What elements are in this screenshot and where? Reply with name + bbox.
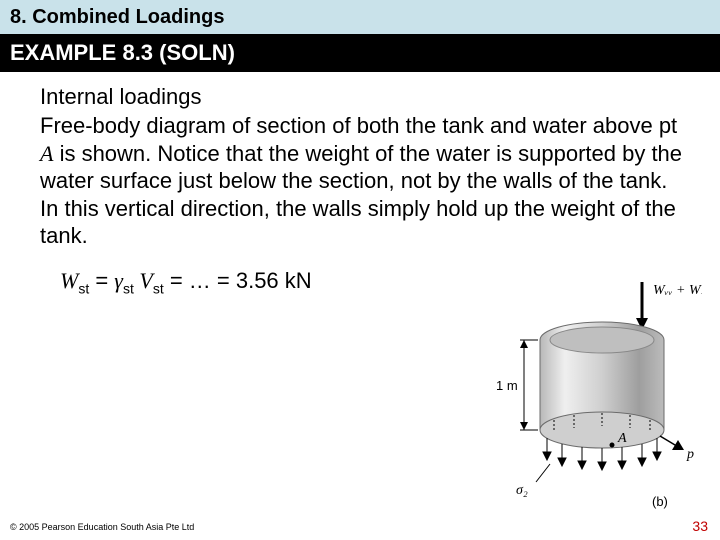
copyright: © 2005 Pearson Education South Asia Pte … <box>10 522 194 532</box>
free-body-diagram: Wᵥᵥ + Wₛₜ 1 m p A σ₂ (b) <box>492 280 702 510</box>
point-A: A <box>40 141 53 166</box>
eq-V: V <box>134 268 153 293</box>
fig-label: (b) <box>652 494 668 509</box>
eq-sub1: st <box>78 280 89 296</box>
section-heading: Internal loadings <box>40 84 686 110</box>
eq-gamma: γ <box>114 268 123 293</box>
paragraph-pre: Free-body diagram of section of both the… <box>40 113 677 138</box>
paragraph-post: is shown. Notice that the weight of the … <box>40 141 682 249</box>
example-title: EXAMPLE 8.3 (SOLN) <box>10 40 235 66</box>
eq-sub3: st <box>153 280 164 296</box>
chapter-label: 8. Combined Loadings <box>10 6 224 29</box>
point-A-label: A <box>617 431 627 446</box>
eq-W: W <box>60 268 78 293</box>
sigma2-label: σ₂ <box>516 483 528 498</box>
p-label: p <box>686 447 694 462</box>
top-force-label: Wᵥᵥ + Wₛₜ <box>653 283 702 298</box>
body-paragraph: Free-body diagram of section of both the… <box>40 112 686 250</box>
eq-eq2: = … = 3.56 kN <box>164 268 312 293</box>
eq-eq1: = <box>89 268 114 293</box>
height-label: 1 m <box>496 378 518 393</box>
eq-sub2: st <box>123 280 134 296</box>
page-number: 33 <box>692 518 708 534</box>
